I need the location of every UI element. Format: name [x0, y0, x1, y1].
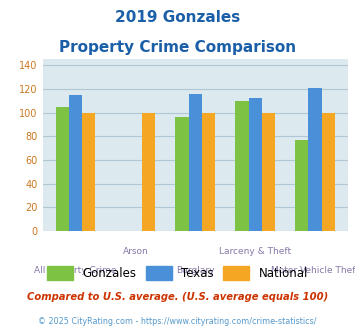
- Bar: [295, 140, 308, 231]
- Text: Larceny & Theft: Larceny & Theft: [219, 248, 291, 256]
- Bar: [235, 101, 248, 231]
- Text: Compared to U.S. average. (U.S. average equals 100): Compared to U.S. average. (U.S. average …: [27, 292, 328, 302]
- Bar: [248, 98, 262, 231]
- Bar: [175, 117, 189, 231]
- Text: Arson: Arson: [122, 248, 148, 256]
- Text: Motor Vehicle Theft: Motor Vehicle Theft: [271, 266, 355, 275]
- Text: 2019 Gonzales: 2019 Gonzales: [115, 10, 240, 25]
- Bar: [202, 113, 215, 231]
- Text: Burglary: Burglary: [176, 266, 214, 275]
- Bar: [56, 107, 69, 231]
- Bar: [82, 113, 95, 231]
- Text: Property Crime Comparison: Property Crime Comparison: [59, 40, 296, 54]
- Bar: [142, 113, 155, 231]
- Bar: [322, 113, 335, 231]
- Bar: [262, 113, 275, 231]
- Text: All Property Crime: All Property Crime: [34, 266, 117, 275]
- Bar: [308, 88, 322, 231]
- Bar: [189, 94, 202, 231]
- Text: © 2025 CityRating.com - https://www.cityrating.com/crime-statistics/: © 2025 CityRating.com - https://www.city…: [38, 317, 317, 326]
- Bar: [69, 95, 82, 231]
- Legend: Gonzales, Texas, National: Gonzales, Texas, National: [42, 262, 313, 285]
